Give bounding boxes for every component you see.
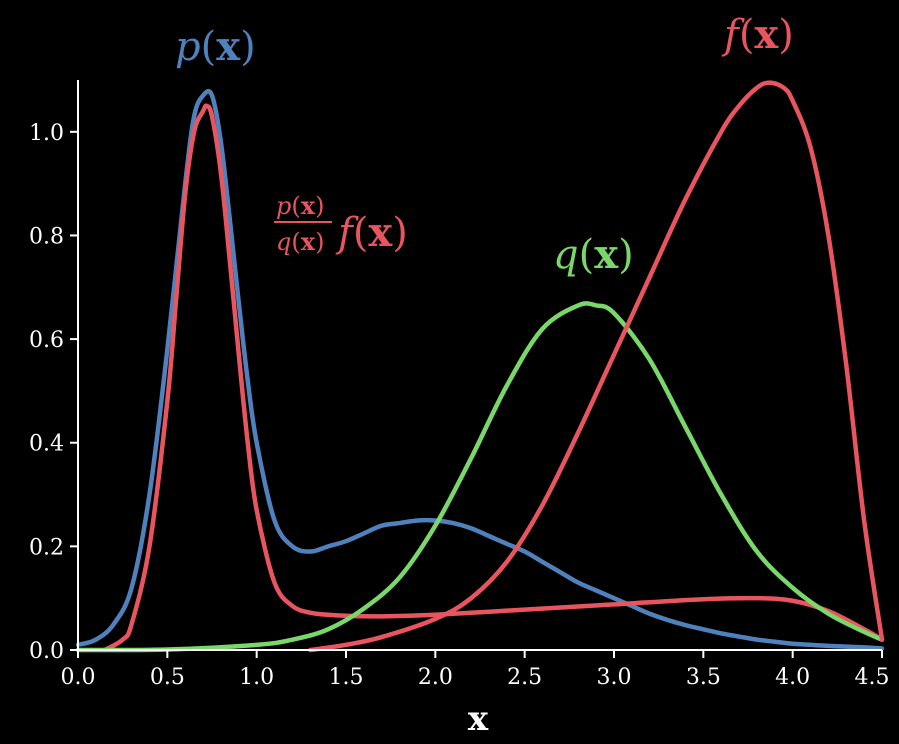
axes-group <box>77 80 882 651</box>
x-tick-label: 3.5 <box>686 665 721 690</box>
x-tick-label: 1.5 <box>329 665 364 690</box>
x-tick-label: 3.0 <box>597 665 632 690</box>
x-tick-label: 2.0 <box>418 665 453 690</box>
y-tick-label: 0.6 <box>29 328 64 353</box>
x-tick-label: 1.0 <box>239 665 274 690</box>
svg-text:p(x): p(x) <box>276 191 324 220</box>
x-tick-label: 2.5 <box>507 665 542 690</box>
curve-ratio-f-x <box>102 103 885 653</box>
svg-text:q(x): q(x) <box>276 227 324 256</box>
label-ratio-f-x: p(x) q(x) f(x) <box>274 191 408 256</box>
label-p-x: p(x) <box>175 23 256 70</box>
svg-text:p(x): p(x) <box>175 23 256 70</box>
x-tick-label: 0.0 <box>61 665 96 690</box>
curve-f-x <box>308 80 885 653</box>
y-tick-label: 0.4 <box>29 432 64 457</box>
y-tick-label: 0.8 <box>29 224 64 249</box>
y-tick-label: 1.0 <box>29 121 64 146</box>
x-tick-label: 4.5 <box>855 665 890 690</box>
y-tick-label: 0.0 <box>29 639 64 664</box>
x-tick-label: 4.0 <box>775 665 810 690</box>
x-tick-label: 0.5 <box>150 665 185 690</box>
curve-p-x <box>75 88 885 651</box>
svg-text:f(x): f(x) <box>335 209 408 256</box>
curve-q-x <box>75 301 885 653</box>
label-f-x: f(x) <box>721 11 794 58</box>
label-q-x: q(x) <box>553 231 634 278</box>
svg-text:f(x): f(x) <box>721 11 794 58</box>
y-tick-label: 0.2 <box>29 535 64 560</box>
curves-group <box>75 80 885 653</box>
svg-text:q(x): q(x) <box>553 231 634 278</box>
y-ticks-group: 0.0 0.2 0.4 0.6 0.8 1.0 <box>29 121 78 664</box>
x-axis-label: x <box>468 699 489 739</box>
x-ticks-group: 0.0 0.5 1.0 1.5 2.0 2.5 3.0 3.5 4.0 4.5 <box>61 650 890 690</box>
